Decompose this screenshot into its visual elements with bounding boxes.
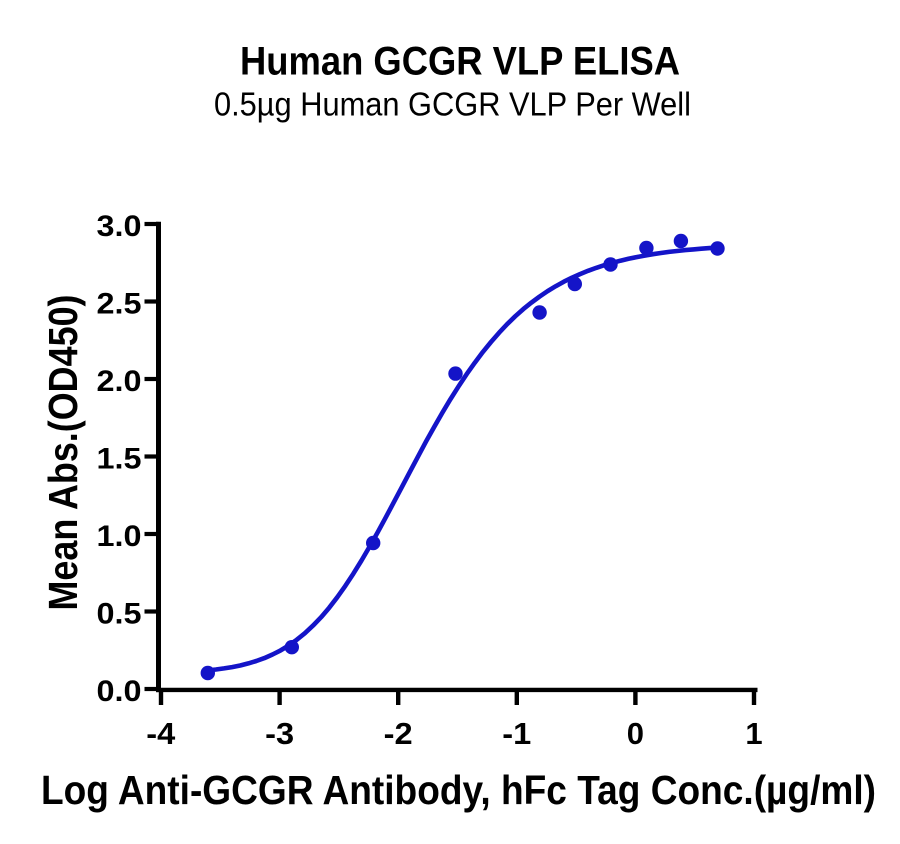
svg-text:Log Anti-GCGR Antibody, hFc Ta: Log Anti-GCGR Antibody, hFc Tag Conc.(µg…	[41, 767, 876, 813]
svg-text:2.5: 2.5	[97, 288, 142, 321]
svg-text:0.5: 0.5	[97, 598, 142, 631]
svg-text:1.0: 1.0	[97, 520, 142, 553]
svg-text:0.0: 0.0	[97, 675, 142, 708]
svg-text:-1: -1	[502, 716, 531, 751]
svg-text:3.0: 3.0	[97, 210, 142, 243]
svg-text:1: 1	[745, 716, 762, 751]
svg-text:-2: -2	[384, 716, 413, 751]
svg-text:0.5µg Human GCGR VLP Per Well: 0.5µg Human GCGR VLP Per Well	[214, 86, 691, 123]
svg-text:-3: -3	[265, 716, 294, 751]
svg-text:1.5: 1.5	[97, 443, 142, 476]
svg-text:-4: -4	[146, 716, 176, 751]
svg-text:Human GCGR VLP ELISA: Human GCGR VLP ELISA	[240, 39, 680, 83]
svg-text:Mean Abs.(OD450): Mean Abs.(OD450)	[40, 295, 86, 611]
svg-text:2.0: 2.0	[97, 365, 142, 398]
svg-text:0: 0	[627, 716, 644, 751]
